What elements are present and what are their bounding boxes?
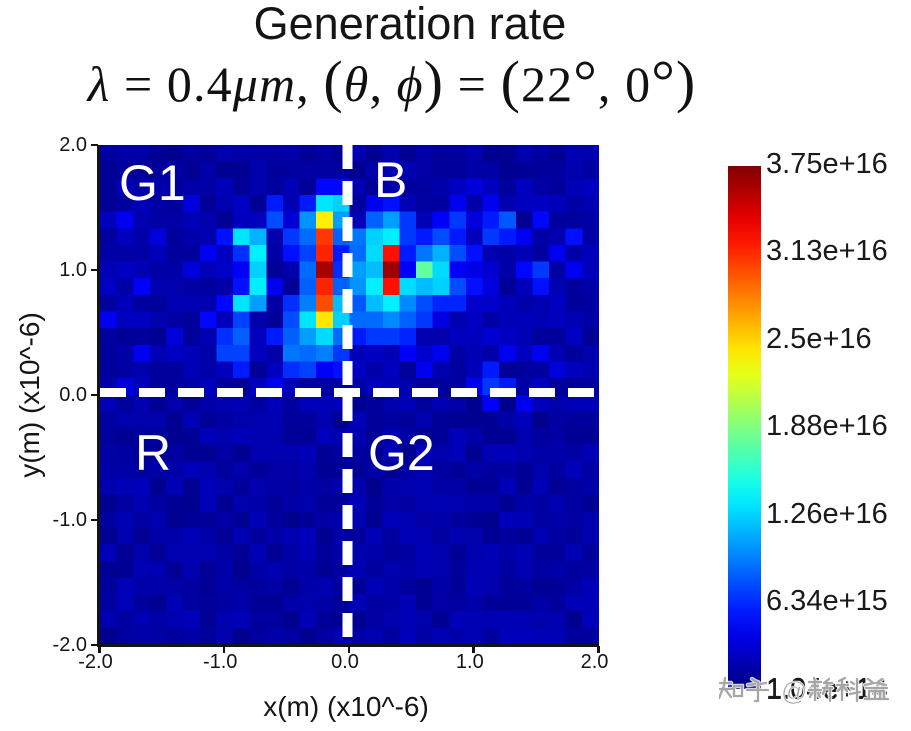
svg-text:@: @ [781,676,807,706]
